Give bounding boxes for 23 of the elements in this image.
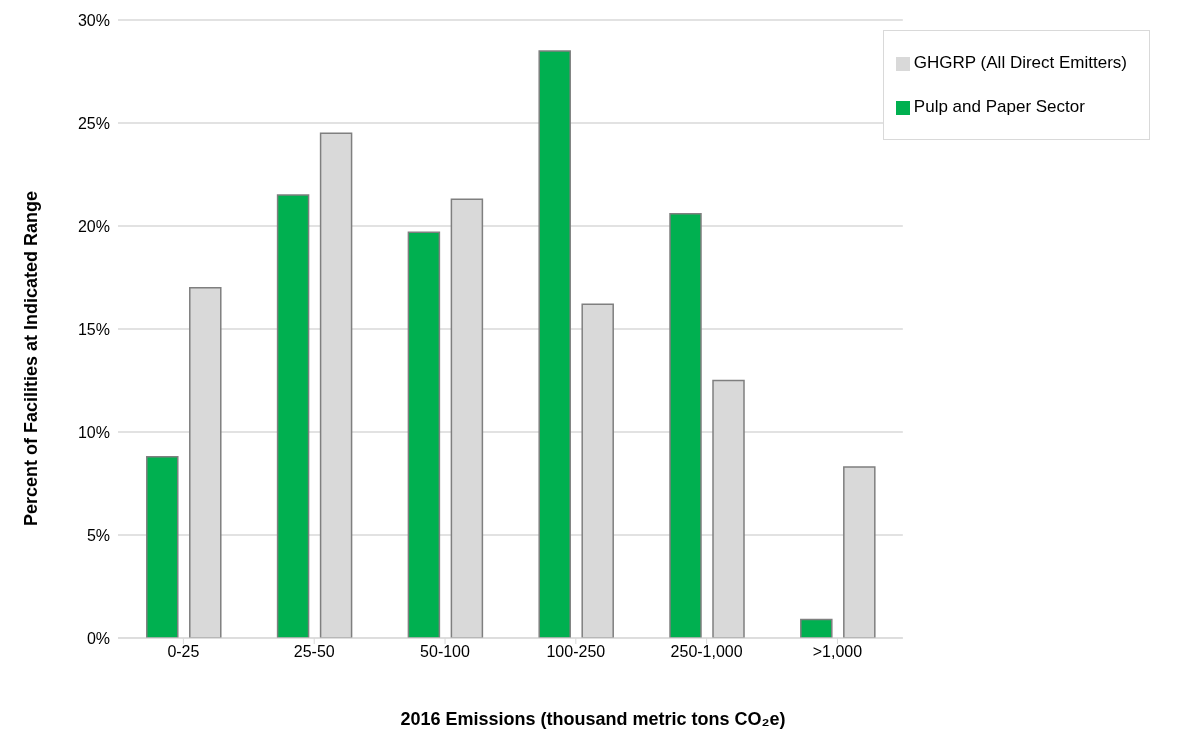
y-tick-label: 0% (86, 629, 110, 647)
y-tick-label: 10% (77, 423, 110, 441)
y-tick-label: 15% (77, 320, 110, 338)
legend-label: Pulp and Paper Sector (913, 97, 1085, 116)
bar (407, 231, 441, 638)
x-tick-label: >1,000 (812, 643, 863, 661)
bar (538, 50, 571, 638)
y-tick-label: 30% (77, 11, 110, 29)
x-tick-label: 50-100 (420, 643, 471, 661)
bar (669, 212, 702, 638)
y-axis-title: Percent of Facilities at Indicated Range (21, 190, 43, 526)
bar (800, 618, 833, 638)
legend-label: GHGRP (All Direct Emitters) (913, 53, 1127, 72)
x-tick-label: 0-25 (167, 643, 200, 661)
x-tick-label: 100-250 (546, 643, 606, 661)
bar (146, 455, 179, 638)
y-tick-label: 20% (77, 217, 110, 235)
x-axis-title: 2016 Emissions (thousand metric tons CO₂e) (399, 709, 787, 730)
x-tick-label: 25-50 (293, 643, 335, 661)
x-tick-label: 250-1,000 (670, 643, 743, 661)
bar (276, 194, 310, 638)
y-tick-label: 25% (77, 114, 110, 132)
y-tick-label: 5% (86, 526, 110, 544)
